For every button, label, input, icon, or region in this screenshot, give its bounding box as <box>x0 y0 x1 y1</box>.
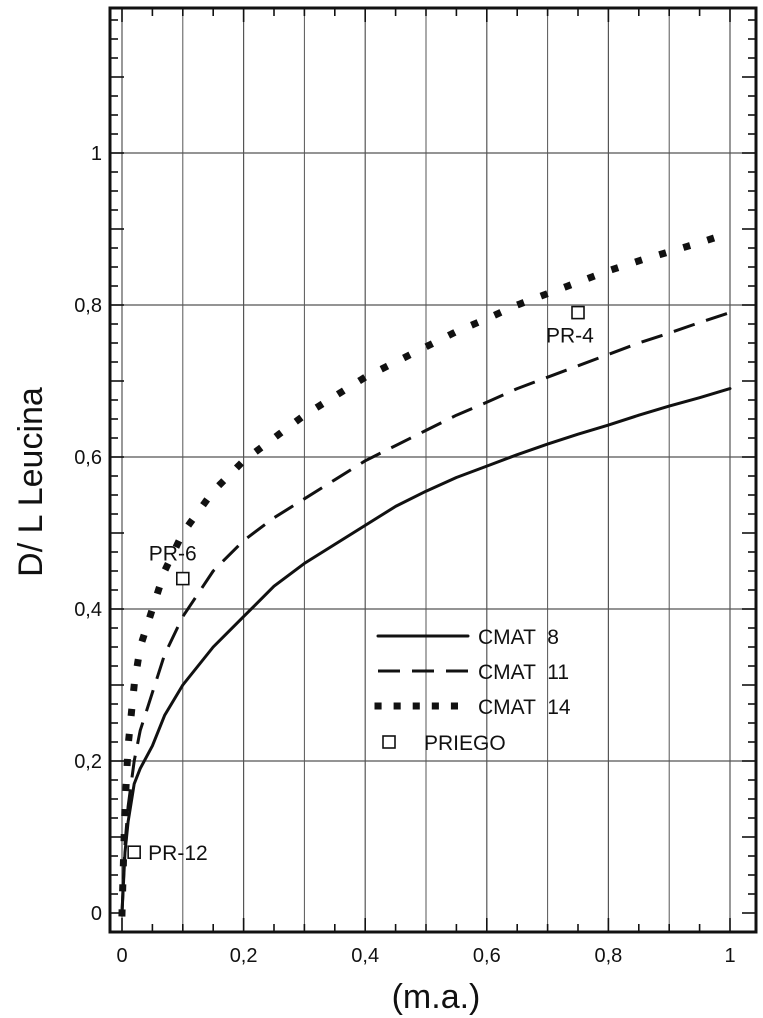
data-point-marker <box>176 571 190 586</box>
legend-label: CMAT 8 <box>478 626 559 649</box>
data-point-label: PR-12 <box>148 842 208 865</box>
tick-labels: 0 0,2 0,4 0,6 0,8 1 0 0,2 0,4 0,6 0,8 1 <box>74 143 735 967</box>
x-tick-label: 0,4 <box>351 945 379 967</box>
data-point-label: PR-6 <box>149 543 197 566</box>
legend-swatch-marker <box>382 735 396 749</box>
grid <box>110 8 756 932</box>
x-tick-label: 0,2 <box>230 945 258 967</box>
plot-border <box>108 6 758 934</box>
points-layer: PR-4 PR-6 PR-12 <box>127 305 594 865</box>
plot-frame <box>108 6 758 934</box>
y-tick-label: 0,6 <box>74 447 102 469</box>
y-tick-label: 0,2 <box>74 751 102 773</box>
series-line-solid <box>120 387 732 915</box>
y-tick-label: 0,8 <box>74 295 102 317</box>
y-tick-label: 0,4 <box>74 599 102 621</box>
legend-label: CMAT 11 <box>478 661 569 684</box>
x-tick-label: 1 <box>724 945 735 967</box>
legend: CMAT 8 CMAT 11 CMAT 14 PRIEGO <box>374 626 571 755</box>
x-tick-label: 0,6 <box>473 945 501 967</box>
series-line-dashed <box>120 311 731 914</box>
y-axis-title: D/ L Leucina <box>12 387 50 577</box>
data-point-label: PR-4 <box>546 325 594 348</box>
data-point-marker <box>127 845 141 860</box>
x-axis-title: (m.a.) <box>392 978 481 1016</box>
y-tick-label: 0 <box>91 903 102 925</box>
legend-label: PRIEGO <box>424 732 506 755</box>
data-point-marker <box>571 305 585 320</box>
x-tick-label: 0,8 <box>594 945 622 967</box>
y-tick-label: 1 <box>91 143 102 165</box>
series-layer <box>118 228 735 917</box>
series-line-dotted <box>118 228 735 917</box>
legend-label: CMAT 14 <box>478 696 571 719</box>
axis-ticks <box>110 8 756 932</box>
x-tick-label: 0 <box>116 945 127 967</box>
